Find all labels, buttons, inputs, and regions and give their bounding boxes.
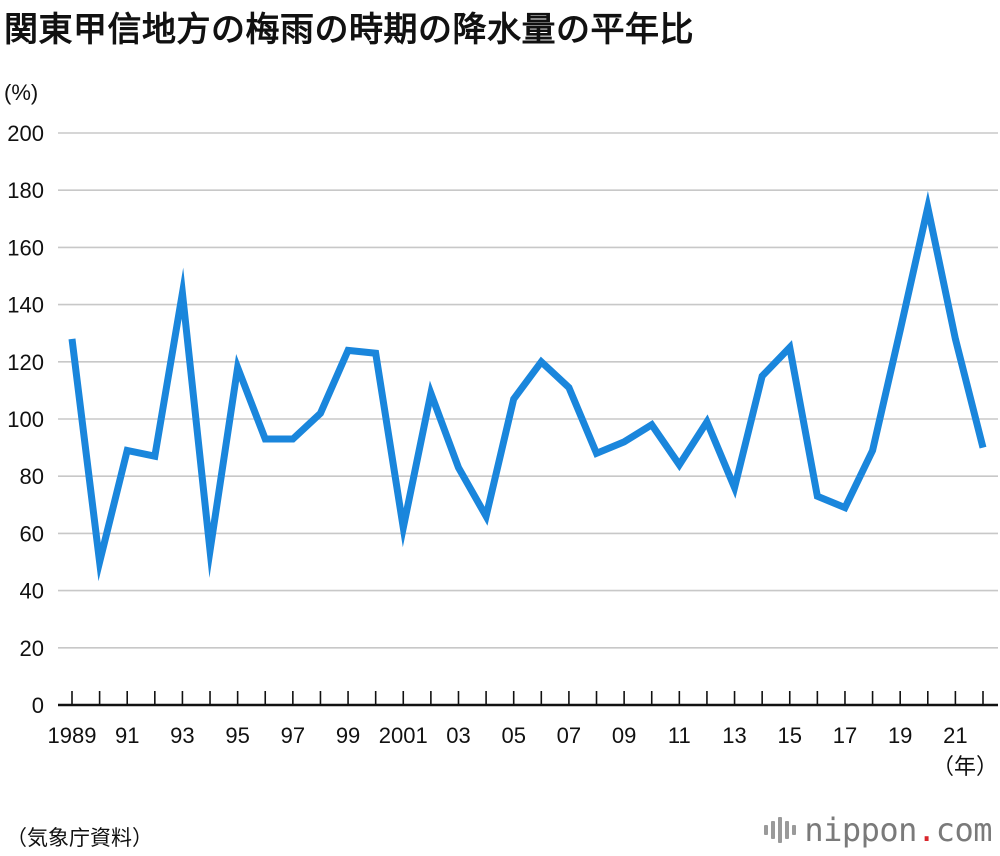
x-tick-label: 91: [115, 723, 139, 748]
y-tick-label: 100: [7, 407, 44, 432]
x-axis-unit-label: （年）: [932, 754, 998, 779]
y-axis-ticks: 0 20 40 60 80 100 120 140 160 180 200: [7, 121, 44, 718]
logo-tld: com: [935, 811, 993, 849]
x-tick-label: 2001: [379, 723, 428, 748]
x-axis: 1989 91 93 95 97 99 2001 03 05 07 09 11 13 15 17 19 21: [48, 691, 998, 748]
y-axis-unit-label: (%): [4, 80, 38, 105]
x-tick-label: 07: [557, 723, 581, 748]
logo-dot: .: [916, 811, 936, 849]
chart-title: 関東甲信地方の梅雨の時期の降水量の平年比: [4, 10, 694, 50]
y-tick-label: 200: [7, 121, 44, 146]
x-tick-label: 03: [446, 723, 470, 748]
y-tick-label: 80: [20, 464, 44, 489]
x-tick-label: 97: [281, 723, 305, 748]
x-tick-label: 13: [722, 723, 746, 748]
logo-name: nippon: [804, 811, 917, 849]
y-tick-label: 160: [7, 235, 44, 260]
x-tick-label: 11: [668, 723, 691, 748]
y-tick-label: 60: [20, 521, 44, 546]
y-tick-label: 40: [20, 579, 44, 604]
logo-bars-icon: [764, 817, 797, 843]
line-chart: 0 20 40 60 80 100 120 140 160 180 200 1989 91 93 95 97…: [4, 80, 998, 779]
nippon-logo: nippon.com: [764, 810, 993, 850]
x-tick-label: 95: [225, 723, 249, 748]
y-tick-label: 0: [32, 693, 44, 718]
x-tick-label: 05: [501, 723, 525, 748]
source-note: （気象庁資料）: [6, 826, 153, 850]
gridlines: [58, 132, 998, 649]
x-tick-label: 93: [170, 723, 194, 748]
y-tick-label: 20: [20, 636, 44, 661]
x-tick-label: 17: [833, 723, 857, 748]
x-tick-label: 09: [612, 723, 636, 748]
series-line-0: [68, 190, 987, 582]
x-tick-label: 19: [888, 723, 912, 748]
y-tick-label: 120: [7, 350, 44, 375]
y-tick-label: 140: [7, 293, 44, 318]
y-tick-label: 180: [7, 178, 44, 203]
series-layer: [68, 190, 987, 582]
x-tick-label: 15: [778, 723, 802, 748]
x-tick-label: 1989: [48, 723, 97, 748]
x-tick-label: 99: [336, 723, 360, 748]
x-tick-label: 21: [943, 723, 967, 748]
